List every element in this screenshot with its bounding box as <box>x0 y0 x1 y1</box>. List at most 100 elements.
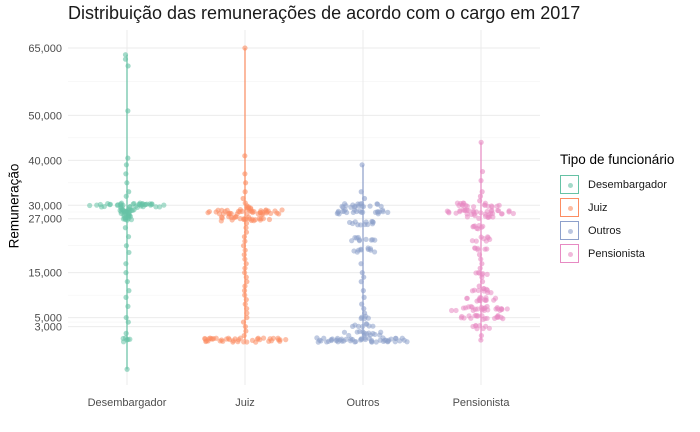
data-point <box>242 189 248 195</box>
data-point <box>126 210 132 216</box>
data-point <box>123 314 129 321</box>
data-point <box>468 211 475 218</box>
data-point <box>274 210 280 216</box>
data-point <box>123 171 129 177</box>
data-point <box>148 202 154 208</box>
data-point <box>359 301 365 307</box>
data-point <box>353 235 360 241</box>
data-point <box>470 307 476 313</box>
data-point <box>236 337 242 343</box>
data-point <box>370 323 376 329</box>
data-point <box>242 301 248 307</box>
data-point <box>123 261 129 267</box>
data-point <box>496 202 502 208</box>
data-point <box>125 63 131 69</box>
data-point <box>358 222 364 228</box>
data-point <box>225 335 232 341</box>
data-point <box>373 339 379 345</box>
data-point <box>477 198 483 204</box>
data-point <box>257 337 263 343</box>
series-outros <box>314 162 410 345</box>
data-point <box>377 337 383 343</box>
data-point <box>335 208 341 214</box>
legend-key <box>560 221 579 240</box>
legend-key <box>560 175 579 194</box>
data-point <box>240 243 247 249</box>
data-point <box>488 208 494 214</box>
data-point <box>498 211 505 217</box>
data-point <box>469 238 476 244</box>
data-point <box>479 168 486 175</box>
data-point <box>153 204 159 210</box>
data-point <box>316 337 323 343</box>
data-point <box>478 256 484 262</box>
data-point <box>123 162 130 168</box>
data-point <box>358 279 364 285</box>
data-point <box>277 338 283 344</box>
data-point <box>361 274 367 280</box>
data-point <box>472 313 478 319</box>
data-point <box>120 335 126 342</box>
data-point <box>457 207 463 214</box>
data-point <box>137 201 143 207</box>
y-tick-label: 3,000 <box>34 322 62 334</box>
data-point <box>122 52 129 58</box>
data-point <box>125 155 131 161</box>
data-point <box>471 204 477 210</box>
data-point <box>485 214 491 220</box>
data-point <box>157 204 163 210</box>
data-point <box>370 219 376 225</box>
x-tick-label: Juiz <box>235 397 255 409</box>
data-point <box>249 337 256 343</box>
y-tick-label: 30,000 <box>28 200 62 212</box>
data-point <box>361 195 368 202</box>
data-point <box>484 315 490 321</box>
data-point <box>479 313 485 319</box>
data-point <box>473 238 479 244</box>
legend-label: Outros <box>588 224 622 237</box>
data-point <box>243 328 249 334</box>
data-point <box>476 252 483 258</box>
series-pensionista <box>444 139 516 343</box>
data-point <box>363 219 369 225</box>
data-point <box>361 310 368 316</box>
data-point <box>359 162 365 168</box>
data-point <box>243 220 250 226</box>
data-point <box>446 209 452 215</box>
data-point <box>161 202 167 208</box>
data-point <box>241 252 247 258</box>
data-point <box>244 339 250 345</box>
data-point <box>351 248 357 254</box>
data-point <box>123 294 129 300</box>
data-point <box>477 294 483 301</box>
data-point <box>206 336 212 342</box>
data-point <box>242 45 248 51</box>
data-point <box>468 315 474 321</box>
data-point <box>215 207 221 213</box>
data-point <box>242 283 248 289</box>
data-point <box>497 307 503 314</box>
data-point <box>347 338 354 344</box>
data-point <box>243 216 250 222</box>
data-point <box>362 335 368 341</box>
data-point <box>367 246 374 252</box>
legend-label: Pensionista <box>588 247 645 260</box>
legend-item-outros: Outros <box>560 219 674 242</box>
data-point <box>242 265 248 271</box>
data-point <box>243 274 249 280</box>
data-point <box>244 306 250 312</box>
data-point <box>374 201 380 207</box>
data-point <box>123 270 129 276</box>
data-point <box>457 200 464 207</box>
data-point <box>242 270 248 276</box>
data-point <box>205 210 211 216</box>
data-point <box>399 335 405 341</box>
data-point <box>479 189 485 195</box>
series-juiz <box>202 45 289 345</box>
data-point <box>479 279 486 285</box>
y-tick-label: 50,000 <box>28 110 62 122</box>
data-point <box>263 208 269 214</box>
data-point <box>458 315 464 321</box>
data-point <box>477 193 484 199</box>
